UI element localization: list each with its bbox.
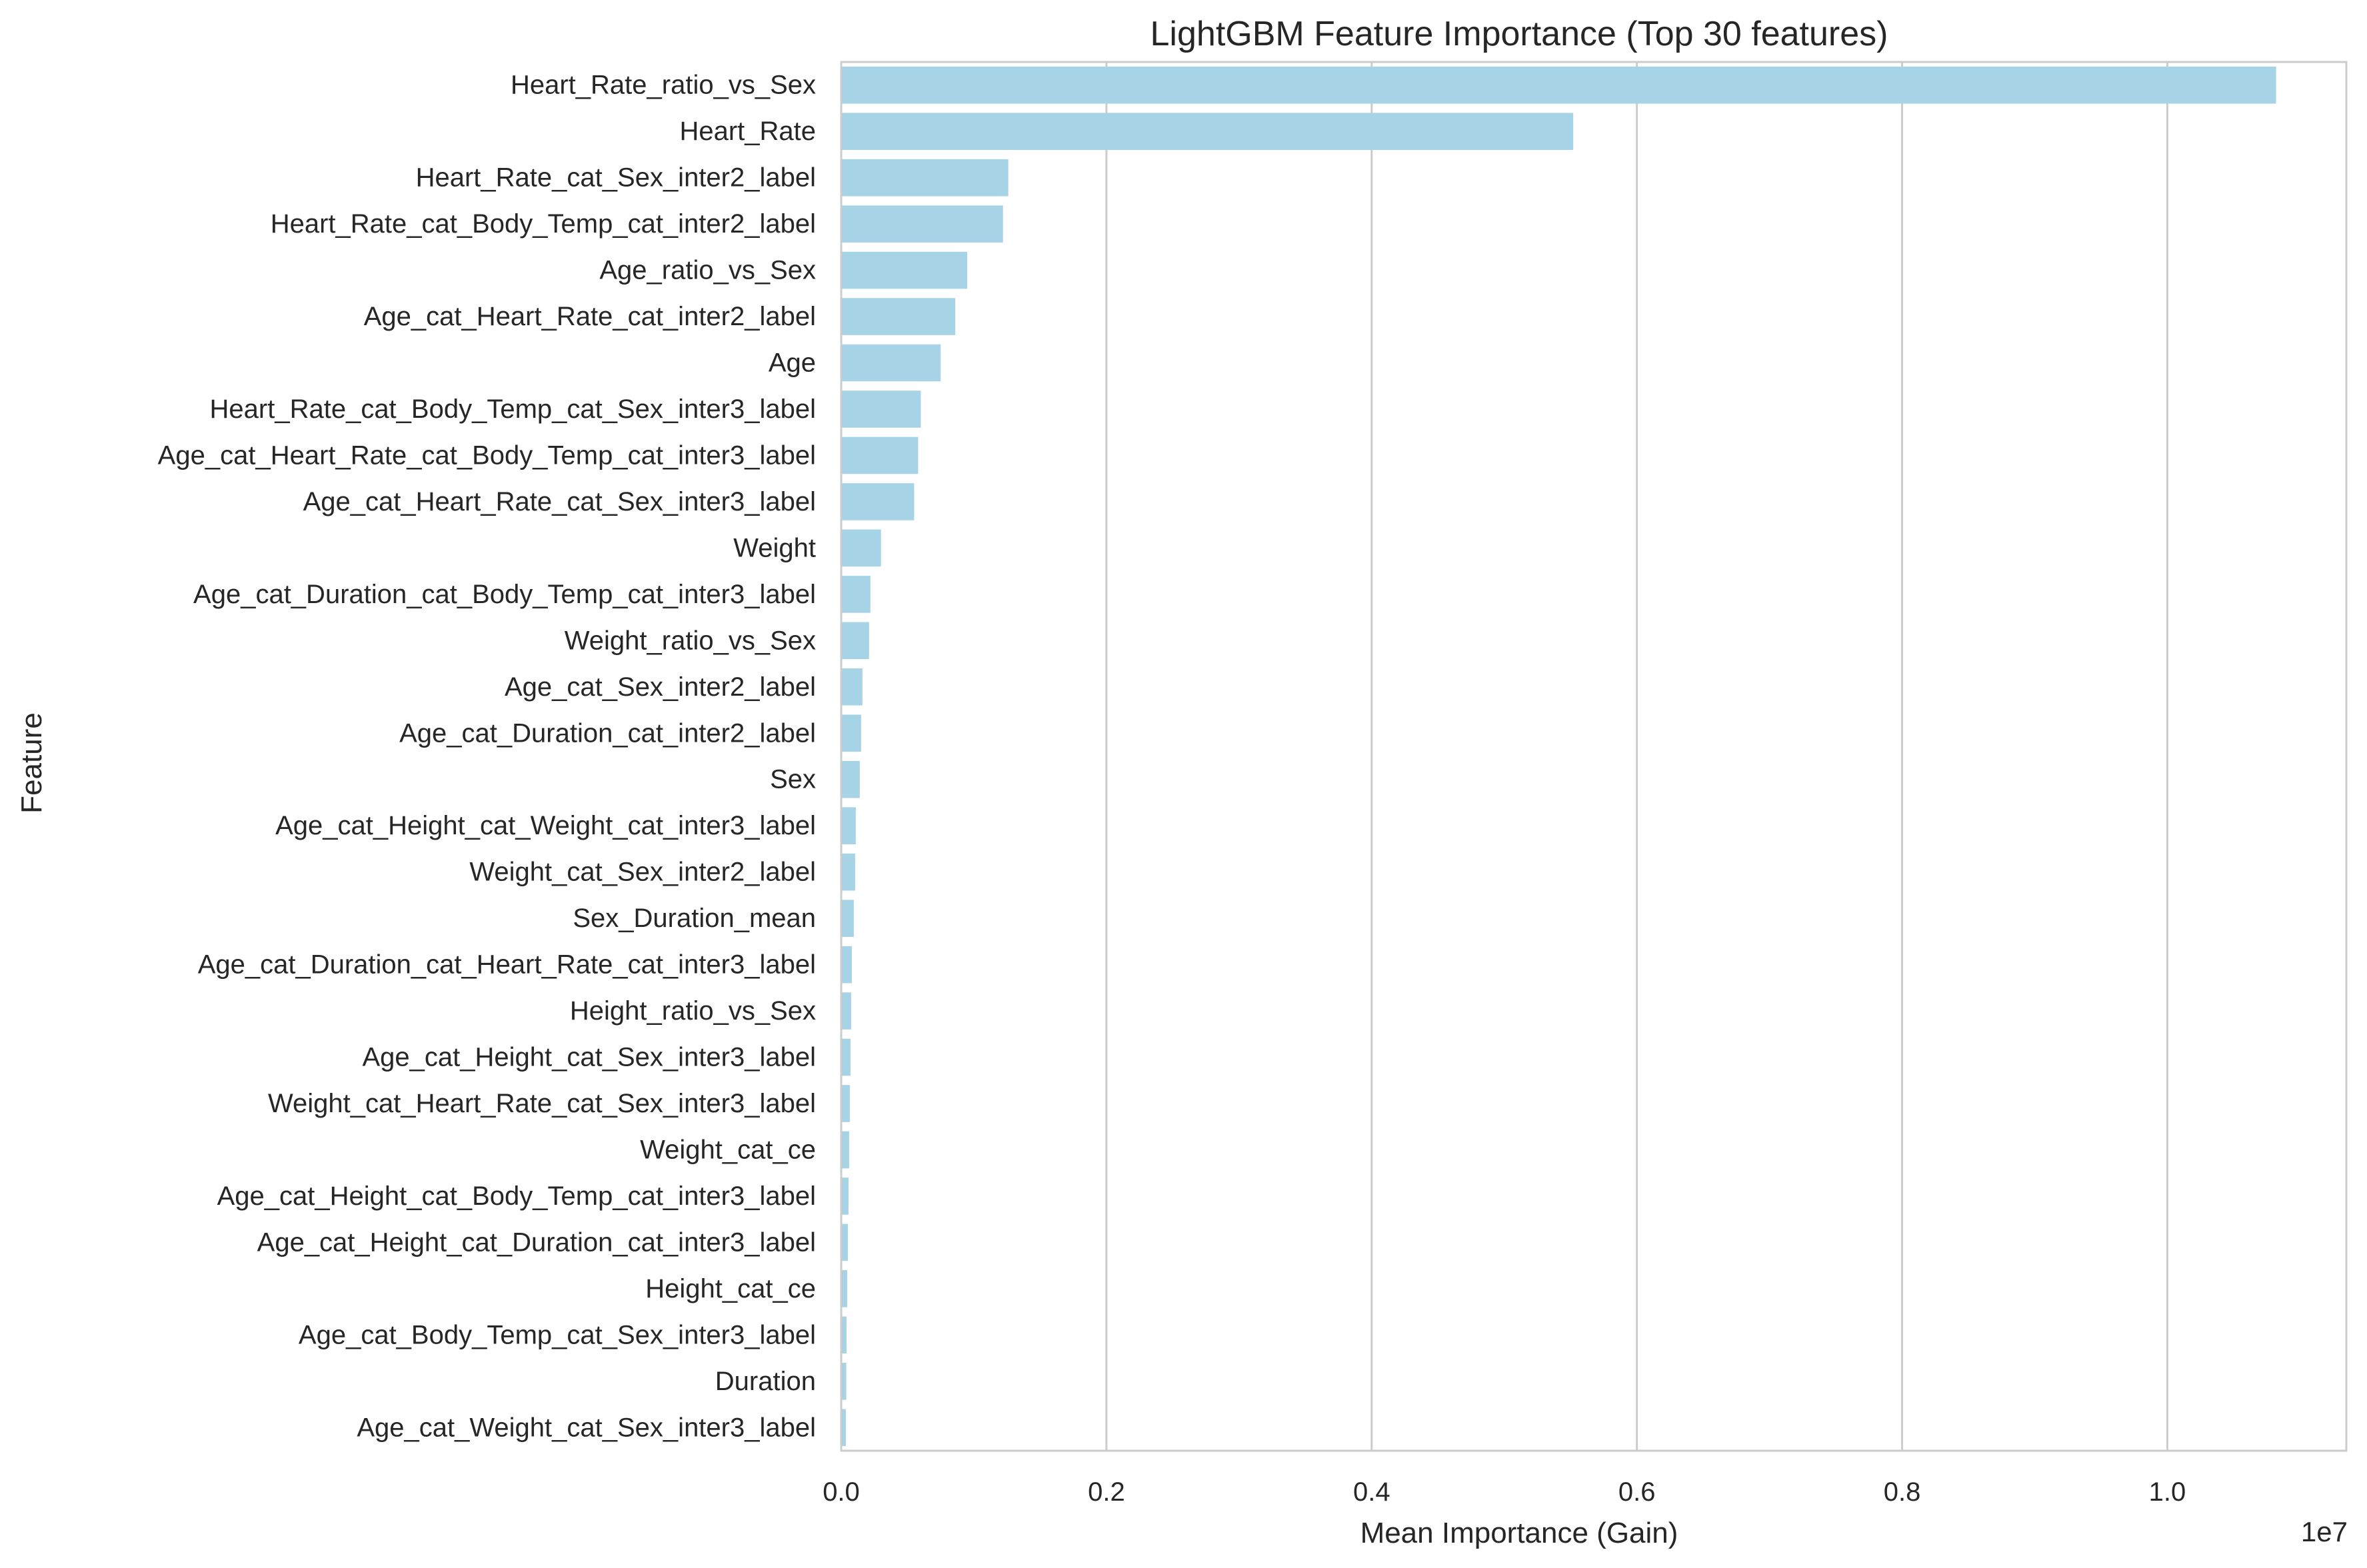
- y-tick-label: Age_cat_Height_cat_Duration_cat_inter3_l…: [257, 1227, 816, 1257]
- y-tick-label: Age_cat_Duration_cat_Body_Temp_cat_inter…: [193, 580, 816, 609]
- y-tick-label: Weight_cat_Sex_inter2_label: [469, 858, 816, 887]
- bar: [841, 807, 856, 844]
- bar: [841, 66, 2276, 104]
- bar: [841, 529, 881, 567]
- y-tick-label: Heart_Rate: [679, 117, 816, 146]
- y-tick-label: Age_cat_Heart_Rate_cat_inter2_label: [364, 302, 816, 331]
- y-tick-label: Age: [769, 349, 816, 378]
- plot-frame: [840, 61, 2348, 1452]
- bar: [841, 714, 861, 752]
- bar: [841, 159, 1009, 197]
- bar: [841, 344, 941, 382]
- y-tick-label: Age_cat_Sex_inter2_label: [505, 672, 816, 702]
- y-tick-labels: Heart_Rate_ratio_vs_Sex Heart_Rate Heart_R…: [158, 71, 816, 1443]
- y-tick-label: Age_ratio_vs_Sex: [599, 256, 816, 285]
- bar: [841, 205, 1003, 243]
- bar: [841, 436, 919, 474]
- bar: [841, 992, 851, 1030]
- bar: [841, 1409, 846, 1447]
- y-tick-label: Height_cat_ce: [645, 1274, 816, 1303]
- bar: [841, 1316, 847, 1354]
- y-tick-label: Weight_ratio_vs_Sex: [565, 626, 816, 655]
- bar: [841, 576, 871, 613]
- bar: [841, 483, 915, 520]
- y-tick-label: Duration: [715, 1367, 816, 1396]
- x-tick-labels: 0.0 0.2 0.4 0.6 0.8 1.0: [823, 1477, 2186, 1507]
- bar: [841, 298, 956, 335]
- y-tick-label: Heart_Rate_cat_Body_Temp_cat_Sex_inter3_…: [210, 394, 816, 424]
- y-tick-label: Age_cat_Height_cat_Body_Temp_cat_inter3_…: [217, 1181, 816, 1211]
- y-tick-label: Weight_cat_Heart_Rate_cat_Sex_inter3_lab…: [268, 1089, 816, 1118]
- y-tick-label: Heart_Rate_ratio_vs_Sex: [511, 71, 816, 100]
- plot-area-border: [840, 61, 2348, 1452]
- x-tick-label: 0.2: [1088, 1477, 1125, 1507]
- bar: [841, 391, 921, 428]
- bar: [841, 113, 1574, 150]
- bar: [841, 1270, 847, 1307]
- bar: [841, 1038, 851, 1076]
- y-tick-label: Heart_Rate_cat_Sex_inter2_label: [416, 163, 816, 193]
- y-tick-label: Age_cat_Duration_cat_inter2_label: [399, 718, 816, 748]
- y-tick-label: Heart_Rate_cat_Body_Temp_cat_inter2_labe…: [271, 209, 816, 239]
- bar: [841, 1363, 847, 1400]
- x-axis-offset-label: 1e7: [2301, 1516, 2348, 1547]
- y-tick-label: Age_cat_Heart_Rate_cat_Body_Temp_cat_int…: [158, 440, 816, 470]
- x-tick-label: 0.4: [1353, 1477, 1390, 1507]
- x-tick-label: 0.8: [1884, 1477, 1921, 1507]
- y-tick-label: Age_cat_Weight_cat_Sex_inter3_label: [357, 1413, 816, 1442]
- y-tick-label: Age_cat_Body_Temp_cat_Sex_inter3_label: [299, 1320, 816, 1349]
- y-tick-label: Sex: [770, 765, 816, 794]
- y-tick-label: Weight: [733, 533, 816, 562]
- x-axis-label: Mean Importance (Gain): [1360, 1517, 1678, 1549]
- bar: [841, 668, 863, 706]
- bar: [841, 1131, 849, 1169]
- y-tick-label: Age_cat_Heart_Rate_cat_Sex_inter3_label: [303, 487, 816, 516]
- y-axis-label: Feature: [15, 712, 48, 814]
- bar: [841, 853, 855, 891]
- bar: [841, 946, 852, 984]
- bar: [841, 1177, 849, 1215]
- x-tick-label: 0.6: [1618, 1477, 1656, 1507]
- x-tick-label: 0.0: [823, 1477, 860, 1507]
- bar: [841, 1085, 850, 1122]
- y-tick-label: Age_cat_Height_cat_Sex_inter3_label: [363, 1043, 817, 1072]
- y-tick-label: Height_ratio_vs_Sex: [570, 996, 816, 1026]
- y-tick-label: Age_cat_Height_cat_Weight_cat_inter3_lab…: [275, 811, 816, 840]
- y-tick-label: Sex_Duration_mean: [573, 904, 816, 933]
- x-tick-label: 1.0: [2149, 1477, 2186, 1507]
- bar: [841, 900, 854, 937]
- bar: [841, 251, 967, 289]
- y-tick-label: Age_cat_Duration_cat_Heart_Rate_cat_inte…: [198, 950, 816, 980]
- y-tick-label: Weight_cat_ce: [640, 1135, 816, 1164]
- bar: [841, 1223, 848, 1261]
- bar: [841, 760, 860, 798]
- bar: [841, 622, 869, 660]
- chart-title: LightGBM Feature Importance (Top 30 feat…: [1151, 15, 1888, 53]
- bars: [841, 66, 2276, 1447]
